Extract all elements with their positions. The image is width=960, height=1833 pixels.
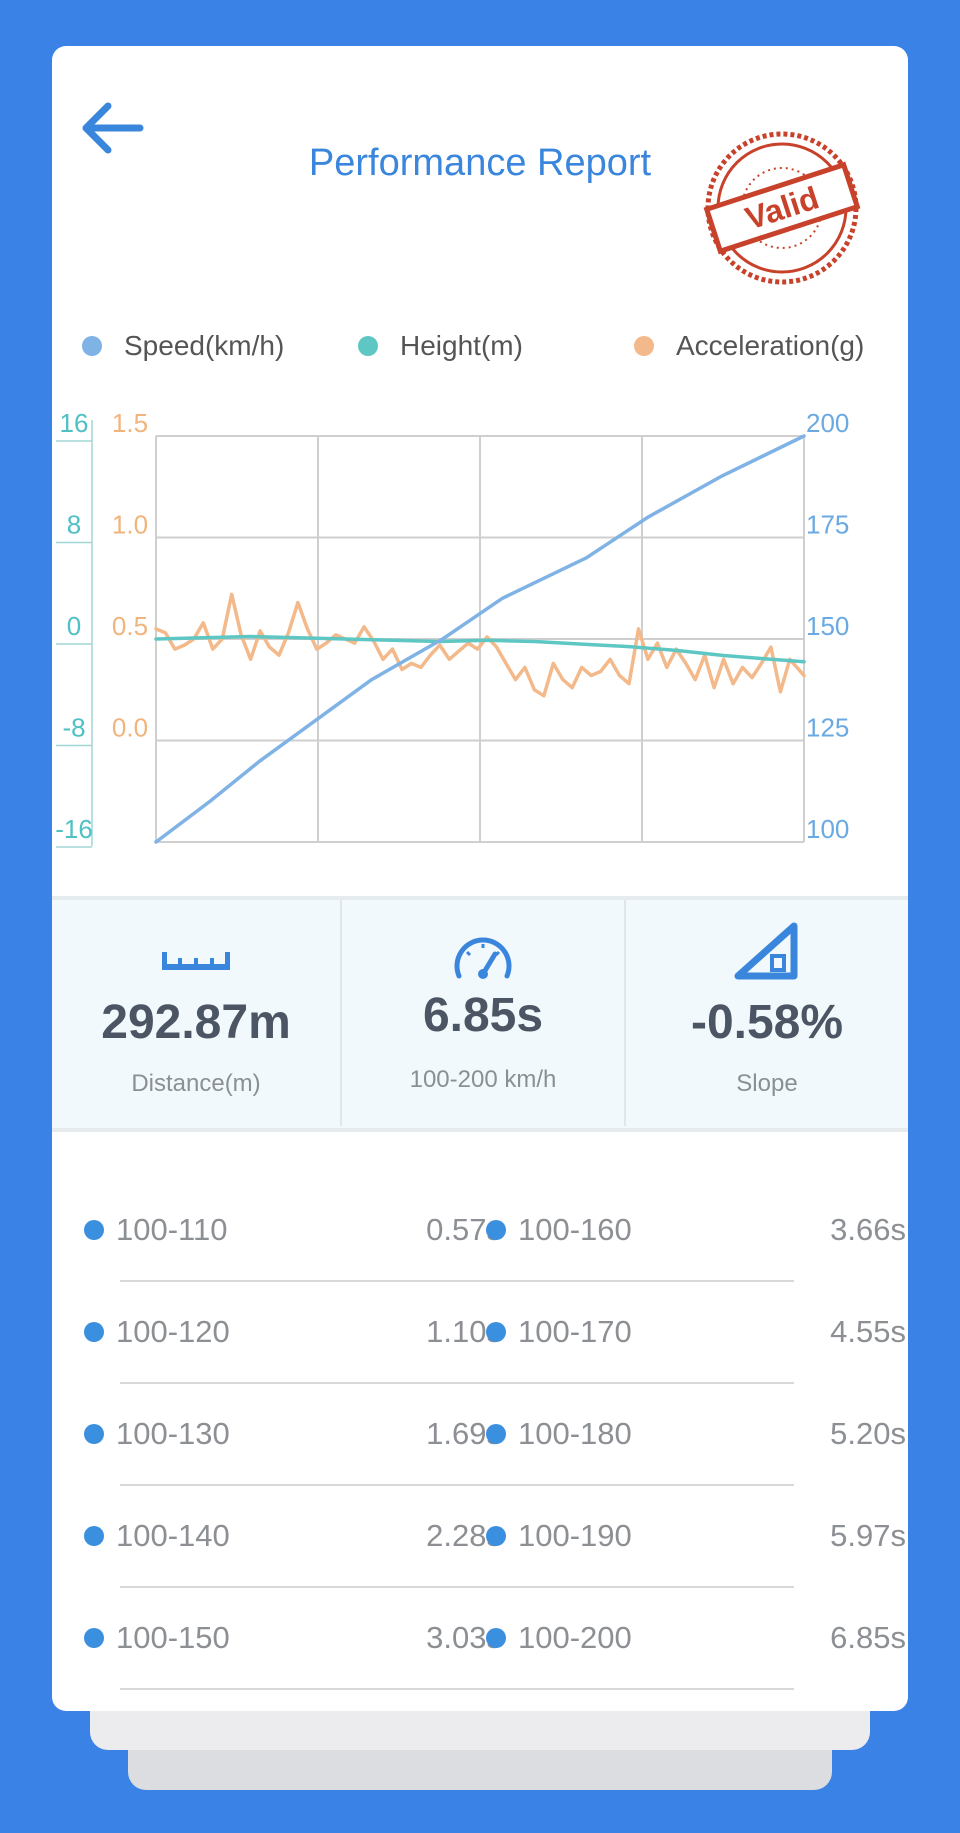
split-right-label-text: 100-190	[518, 1518, 632, 1553]
acceleration-tick-label: 0.0	[112, 713, 148, 743]
speed-tick-label: 200	[806, 408, 849, 438]
split-dot	[486, 1424, 506, 1444]
speed-tick-label: 125	[806, 713, 849, 743]
acceleration-tick-label: 1.5	[112, 408, 148, 438]
split-row: 100-150 3.03s 100-200 6.85s	[52, 1608, 908, 1710]
legend-speed-label: Speed(km/h)	[124, 330, 285, 361]
height-tick-label: -8	[62, 713, 85, 743]
split-right-time: 6.85s	[830, 1620, 906, 1655]
split-row: 100-130 1.69s 100-180 5.20s	[52, 1404, 908, 1506]
valid-stamp: Valid	[703, 131, 861, 285]
speed-dot	[82, 336, 102, 356]
split-row: 100-110 0.57s 100-160 3.66s	[52, 1200, 908, 1302]
split-right-time: 4.55s	[830, 1314, 906, 1349]
row-divider	[120, 1484, 794, 1486]
height-tick-label: 16	[60, 408, 89, 438]
split-dot	[84, 1322, 104, 1342]
split-left-label: 100-140	[84, 1506, 230, 1566]
legend-height-label: Height(m)	[400, 330, 523, 361]
acceleration-dot	[634, 336, 654, 356]
arrow-left-icon	[82, 102, 144, 154]
split-left-label: 100-120	[84, 1302, 230, 1362]
split-left-label-text: 100-130	[116, 1416, 230, 1451]
row-divider	[120, 1688, 794, 1690]
slope-icon	[734, 922, 798, 980]
page-title: Performance Report	[308, 142, 652, 184]
time-label: 100-200 km/h	[409, 1066, 557, 1093]
split-left-time: 1.69s	[426, 1416, 502, 1451]
speedometer-icon	[454, 937, 512, 979]
split-left-time: 1.10s	[426, 1314, 502, 1349]
stat-time: 6.85s 100-200 km/h	[342, 900, 624, 1128]
split-right-time: 5.97s	[830, 1518, 906, 1553]
split-right-label: 100-160	[486, 1200, 632, 1260]
row-divider	[120, 1382, 794, 1384]
stat-distance: 292.87m Distance(m)	[52, 900, 340, 1128]
split-dot	[84, 1628, 104, 1648]
split-right-time: 5.20s	[830, 1416, 906, 1451]
height-tick-label: -16	[55, 814, 93, 844]
speed-tick-label: 150	[806, 611, 849, 641]
split-dot	[486, 1322, 506, 1342]
split-dot	[486, 1628, 506, 1648]
stat-divider	[340, 900, 342, 1126]
split-left-label-text: 100-140	[116, 1518, 230, 1553]
slope-value: -0.58%	[690, 996, 844, 1049]
split-left-time: 2.28s	[426, 1518, 502, 1553]
acceleration-tick-label: 1.0	[112, 510, 148, 540]
legend-height: Height(m)	[358, 330, 523, 362]
speed-series-line	[154, 434, 806, 844]
chart-legend: Speed(km/h) Height(m) Acceleration(g)	[52, 330, 908, 370]
split-dot	[486, 1526, 506, 1546]
split-right-label-text: 100-170	[518, 1314, 632, 1349]
split-right-label-text: 100-160	[518, 1212, 632, 1247]
report-card: Performance Report Valid Speed(km/h) Hei…	[52, 46, 908, 1711]
split-dot	[84, 1220, 104, 1240]
time-value: 6.85s	[422, 989, 544, 1042]
height-series-line	[154, 634, 806, 664]
stat-slope: -0.58% Slope	[626, 900, 908, 1128]
speed-tick-label: 175	[806, 510, 849, 540]
split-dot	[84, 1424, 104, 1444]
split-left-label-text: 100-150	[116, 1620, 230, 1655]
distance-value: 292.87m	[101, 996, 291, 1049]
split-row: 100-120 1.10s 100-170 4.55s	[52, 1302, 908, 1404]
height-tick-label: 0	[67, 611, 81, 641]
stat-divider	[624, 900, 626, 1126]
performance-chart: 16 8 0 -8 -16 1.5 1.0 0.5 0.0 200 175 150 125 100	[55, 408, 849, 848]
stats-panel: 292.87m Distance(m) 6.85s 100-200 km/h	[52, 896, 908, 1132]
split-left-time: 0.57s	[426, 1212, 502, 1247]
acceleration-tick-label: 0.5	[112, 611, 148, 641]
split-right-label: 100-200	[486, 1608, 632, 1668]
legend-acceleration: Acceleration(g)	[634, 330, 864, 362]
height-tick-label: 8	[67, 510, 81, 540]
split-dot	[486, 1220, 506, 1240]
row-divider	[120, 1586, 794, 1588]
ruler-icon	[162, 952, 230, 970]
row-divider	[120, 1280, 794, 1282]
split-right-label: 100-190	[486, 1506, 632, 1566]
legend-acceleration-label: Acceleration(g)	[676, 330, 865, 361]
split-right-label: 100-180	[486, 1404, 632, 1464]
split-left-label: 100-130	[84, 1404, 230, 1464]
split-left-label-text: 100-110	[116, 1212, 228, 1247]
split-left-label-text: 100-120	[116, 1314, 230, 1349]
split-dot	[84, 1526, 104, 1546]
split-right-label: 100-170	[486, 1302, 632, 1362]
slope-label: Slope	[736, 1070, 798, 1097]
back-button[interactable]	[78, 98, 148, 158]
split-row: 100-140 2.28s 100-190 5.97s	[52, 1506, 908, 1608]
split-right-label-text: 100-180	[518, 1416, 632, 1451]
distance-label: Distance(m)	[131, 1070, 261, 1097]
split-right-time: 3.66s	[830, 1212, 906, 1247]
speed-tick-label: 100	[806, 814, 849, 844]
split-left-label: 100-110	[84, 1200, 227, 1260]
split-left-label: 100-150	[84, 1608, 230, 1668]
legend-speed: Speed(km/h)	[82, 330, 284, 362]
split-right-label-text: 100-200	[518, 1620, 632, 1655]
split-left-time: 3.03s	[426, 1620, 502, 1655]
height-dot	[358, 336, 378, 356]
